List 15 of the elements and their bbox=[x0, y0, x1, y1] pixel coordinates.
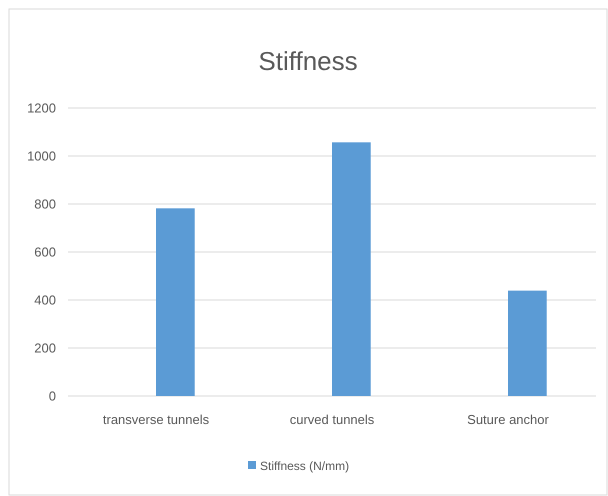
bar bbox=[156, 208, 195, 396]
y-tick-label: 600 bbox=[34, 244, 56, 260]
y-tick-label: 0 bbox=[48, 388, 56, 404]
y-tick-label: 800 bbox=[34, 196, 56, 212]
y-tick-label: 200 bbox=[34, 340, 56, 356]
chart-title: Stiffness bbox=[258, 46, 358, 76]
y-tick-label: 400 bbox=[34, 292, 56, 308]
y-tick-label: 1200 bbox=[27, 100, 56, 116]
x-tick-label: Suture anchor bbox=[467, 412, 550, 427]
y-tick-label: 1000 bbox=[27, 148, 56, 164]
x-tick-label: curved tunnels bbox=[290, 412, 375, 427]
bar bbox=[332, 142, 371, 396]
legend-label: Stiffness (N/mm) bbox=[260, 459, 350, 474]
x-tick-label: transverse tunnels bbox=[102, 412, 210, 427]
bar bbox=[508, 290, 547, 396]
